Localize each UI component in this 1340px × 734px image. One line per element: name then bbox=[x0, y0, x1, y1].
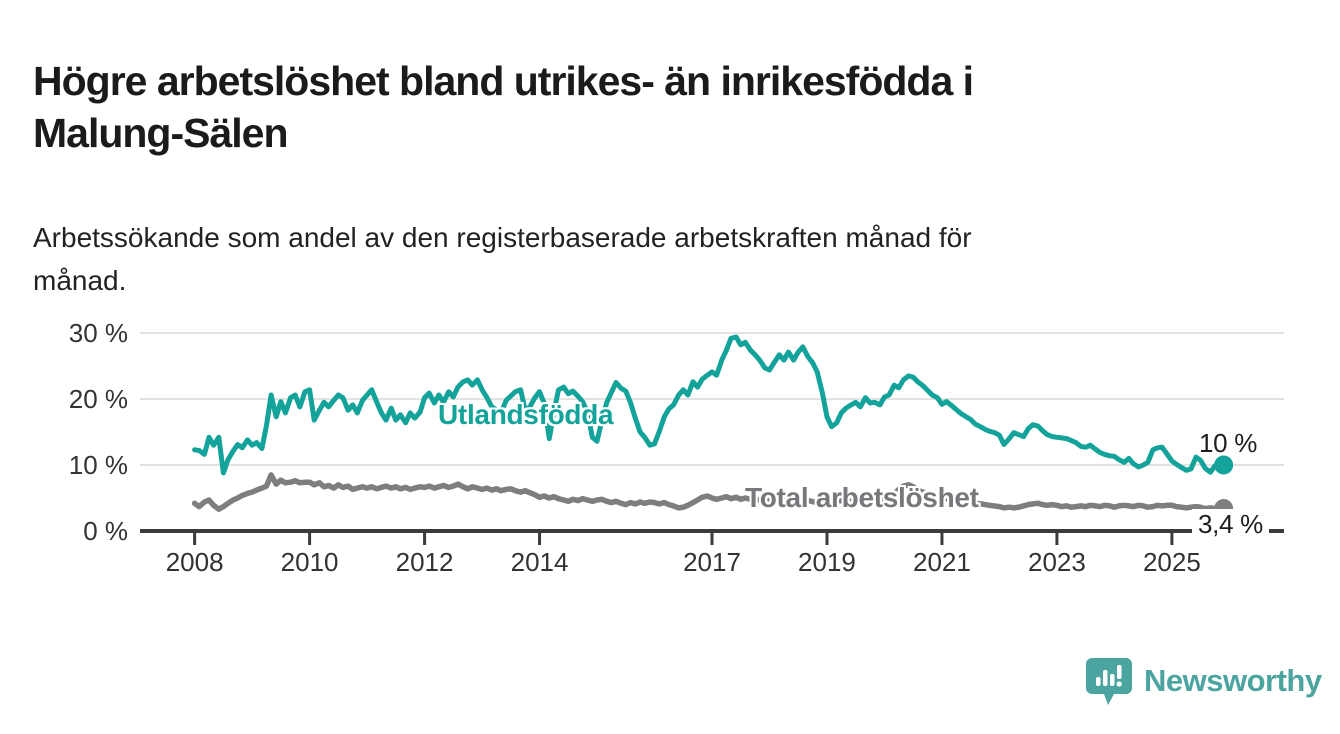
series-line-utlandsfodda bbox=[192, 334, 1227, 476]
y-axis-tick-label: 0 % bbox=[83, 516, 128, 546]
newsworthy-pin-icon bbox=[1086, 656, 1132, 706]
end-value-label-total: 3,4 % bbox=[1192, 509, 1269, 540]
y-axis-tick-label: 30 % bbox=[69, 318, 128, 348]
series-label-utlandsfodda: Utlandsfödda bbox=[438, 399, 614, 430]
newsworthy-wordmark: Newsworthy bbox=[1144, 663, 1322, 698]
page-subtitle: Arbetssökande som andel av den registerb… bbox=[33, 222, 972, 296]
x-axis-tick-label: 2025 bbox=[1143, 547, 1201, 577]
y-axis-tick-label: 10 % bbox=[69, 450, 128, 480]
x-axis-tick-label: 2012 bbox=[396, 547, 454, 577]
x-axis-tick-label: 2008 bbox=[166, 547, 224, 577]
series-end-dot-utlandsfodda bbox=[1214, 455, 1234, 475]
x-axis-tick-label: 2017 bbox=[683, 547, 741, 577]
x-axis-tick-label: 2021 bbox=[913, 547, 971, 577]
pin-shape bbox=[1086, 658, 1132, 705]
y-axis-tick-label: 20 % bbox=[69, 384, 128, 414]
x-axis-tick-label: 2023 bbox=[1028, 547, 1086, 577]
series-label-total-arbetsloshet: Total arbetslöshet bbox=[745, 482, 979, 513]
x-axis-tick-label: 2019 bbox=[798, 547, 856, 577]
newsworthy-logo: Newsworthy bbox=[1086, 656, 1322, 706]
x-axis-tick-label: 2010 bbox=[281, 547, 339, 577]
end-value-label-utlandsfodda: 10 % bbox=[1199, 428, 1258, 458]
x-axis-tick-label: 2014 bbox=[511, 547, 569, 577]
series-line-total bbox=[191, 472, 1227, 512]
page-title: Högre arbetslöshet bland utrikes- än inr… bbox=[33, 58, 974, 157]
